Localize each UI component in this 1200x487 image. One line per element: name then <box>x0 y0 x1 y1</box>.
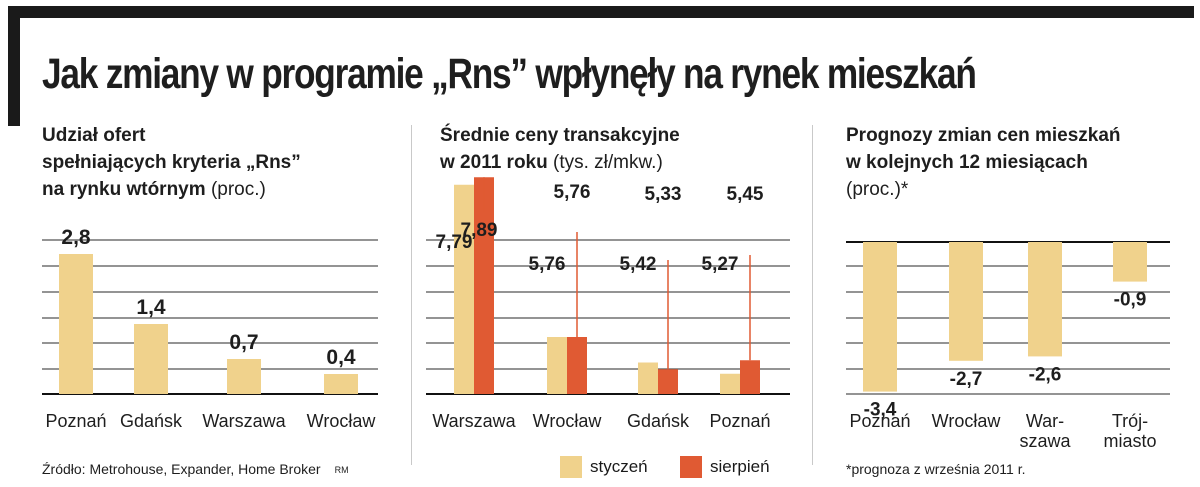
chart1-value-label-3: 0,4 <box>326 346 356 369</box>
chart3-bar-0 <box>863 242 897 392</box>
chart3-tick-label-2-1: szawa <box>1019 431 1071 451</box>
panel3-unit: (proc.)* <box>846 179 909 200</box>
source-text: Źródło: Metrohouse, Expander, Home Broke… <box>42 461 321 477</box>
source-note: Źródło: Metrohouse, Expander, Home Broke… <box>42 461 349 477</box>
chart2-tick-label-0: Warszawa <box>432 411 516 431</box>
left-rule <box>8 6 20 126</box>
chart1-value-label-2: 0,7 <box>229 331 258 354</box>
panel1-title-line1: Udział ofert <box>42 125 146 146</box>
chart1-tick-label-2: Warszawa <box>202 411 286 431</box>
chart2-label-sierpien-0: 7,89 <box>461 220 498 241</box>
main-title: Jak zmiany w programie „Rns” wpłynęły na… <box>42 50 977 98</box>
chart1-tick-label-1: Gdańsk <box>120 411 183 431</box>
chart3-tick-label-0-0: Poznań <box>849 411 910 431</box>
chart2-tick-label-3: Poznań <box>709 411 770 431</box>
panel1-title-line2: spełniających kryteria „Rns” <box>42 152 301 173</box>
panel3-title-line1: Prognozy zmian cen mieszkań <box>846 125 1121 146</box>
chart2-label-sierpien-1: 5,76 <box>554 182 591 203</box>
chart3-value-label-0: -3,4 <box>864 400 897 421</box>
panel1-title: Udział ofert spełniających kryteria „Rns… <box>42 122 301 203</box>
chart2-bar-styczen-3 <box>720 373 740 394</box>
chart3-tick-label-3-0: Trój- <box>1112 411 1148 431</box>
panel2-title-line1: Średnie ceny transakcyjne <box>440 125 680 146</box>
chart1-tick-label-3: Wrocław <box>307 411 377 431</box>
chart3-value-label-3: -0,9 <box>1114 290 1147 311</box>
chart2-bar-styczen-1 <box>547 337 567 394</box>
divider-2 <box>812 125 813 465</box>
chart2-bar-sierpien-0 <box>474 177 494 394</box>
source-mark: RM <box>334 465 349 476</box>
legend-item-1: styczeń <box>560 456 648 478</box>
chart1-bar-1 <box>134 324 168 394</box>
chart2-tick-label-1: Wrocław <box>533 411 603 431</box>
chart3-bar-1 <box>949 242 983 361</box>
chart2-bar-styczen-0 <box>454 184 474 394</box>
chart1-value-label-1: 1,4 <box>136 296 166 319</box>
legend-swatch-sierpien <box>680 456 702 478</box>
chart1-bar-0 <box>59 254 93 394</box>
chart3-value-label-1: -2,7 <box>950 369 983 390</box>
chart2-label-styczen-1: 5,76 <box>529 254 566 275</box>
chart2-bar-styczen-2 <box>638 362 658 394</box>
panel3-title-line2: w kolejnych 12 miesiącach <box>846 152 1088 173</box>
chart2-label-styczen-3: 5,27 <box>702 254 739 275</box>
chart3-tick-label-1-0: Wrocław <box>932 411 1002 431</box>
chart2-bar-sierpien-1 <box>567 337 587 394</box>
footnote: *prognoza z września 2011 r. <box>846 461 1026 477</box>
chart2-label-sierpien-3: 5,45 <box>727 184 764 205</box>
panel2-unit: (tys. zł/mkw.) <box>553 152 663 173</box>
panel3-title: Prognozy zmian cen mieszkań w kolejnych … <box>846 122 1121 203</box>
legend-label-sierpien: sierpień <box>710 457 770 476</box>
chart1-tick-label-0: Poznań <box>45 411 106 431</box>
chart2-bar-sierpien-2 <box>658 369 678 394</box>
chart2-tick-label-2: Gdańsk <box>627 411 690 431</box>
legend-swatch-styczen <box>560 456 582 478</box>
chart2-label-styczen-0: 7,79 <box>436 232 473 253</box>
chart2-bar-sierpien-3 <box>740 360 760 394</box>
chart3-tick-label-3-1: miasto <box>1103 431 1156 451</box>
legend-label-styczen: styczeń <box>590 457 648 476</box>
legend-item-2: sierpień <box>680 456 770 478</box>
panel2-title-line2: w 2011 roku <box>440 152 548 173</box>
chart2-label-styczen-2: 5,42 <box>620 254 657 275</box>
chart3-bar-2 <box>1028 242 1062 357</box>
divider-1 <box>411 125 412 465</box>
chart1-bar-2 <box>227 359 261 394</box>
chart1-bar-3 <box>324 374 358 394</box>
chart2-label-sierpien-2: 5,33 <box>645 184 682 205</box>
chart3-tick-label-2-0: War- <box>1026 411 1064 431</box>
chart3-bar-3 <box>1113 242 1147 282</box>
chart1-value-label-0: 2,8 <box>61 226 91 249</box>
chart3-value-label-2: -2,6 <box>1029 364 1062 385</box>
panel1-title-line3: na rynku wtórnym <box>42 179 206 200</box>
top-rule <box>8 6 1194 18</box>
panel1-unit: (proc.) <box>210 179 266 200</box>
panel2-title: Średnie ceny transakcyjne w 2011 roku (t… <box>440 122 680 176</box>
